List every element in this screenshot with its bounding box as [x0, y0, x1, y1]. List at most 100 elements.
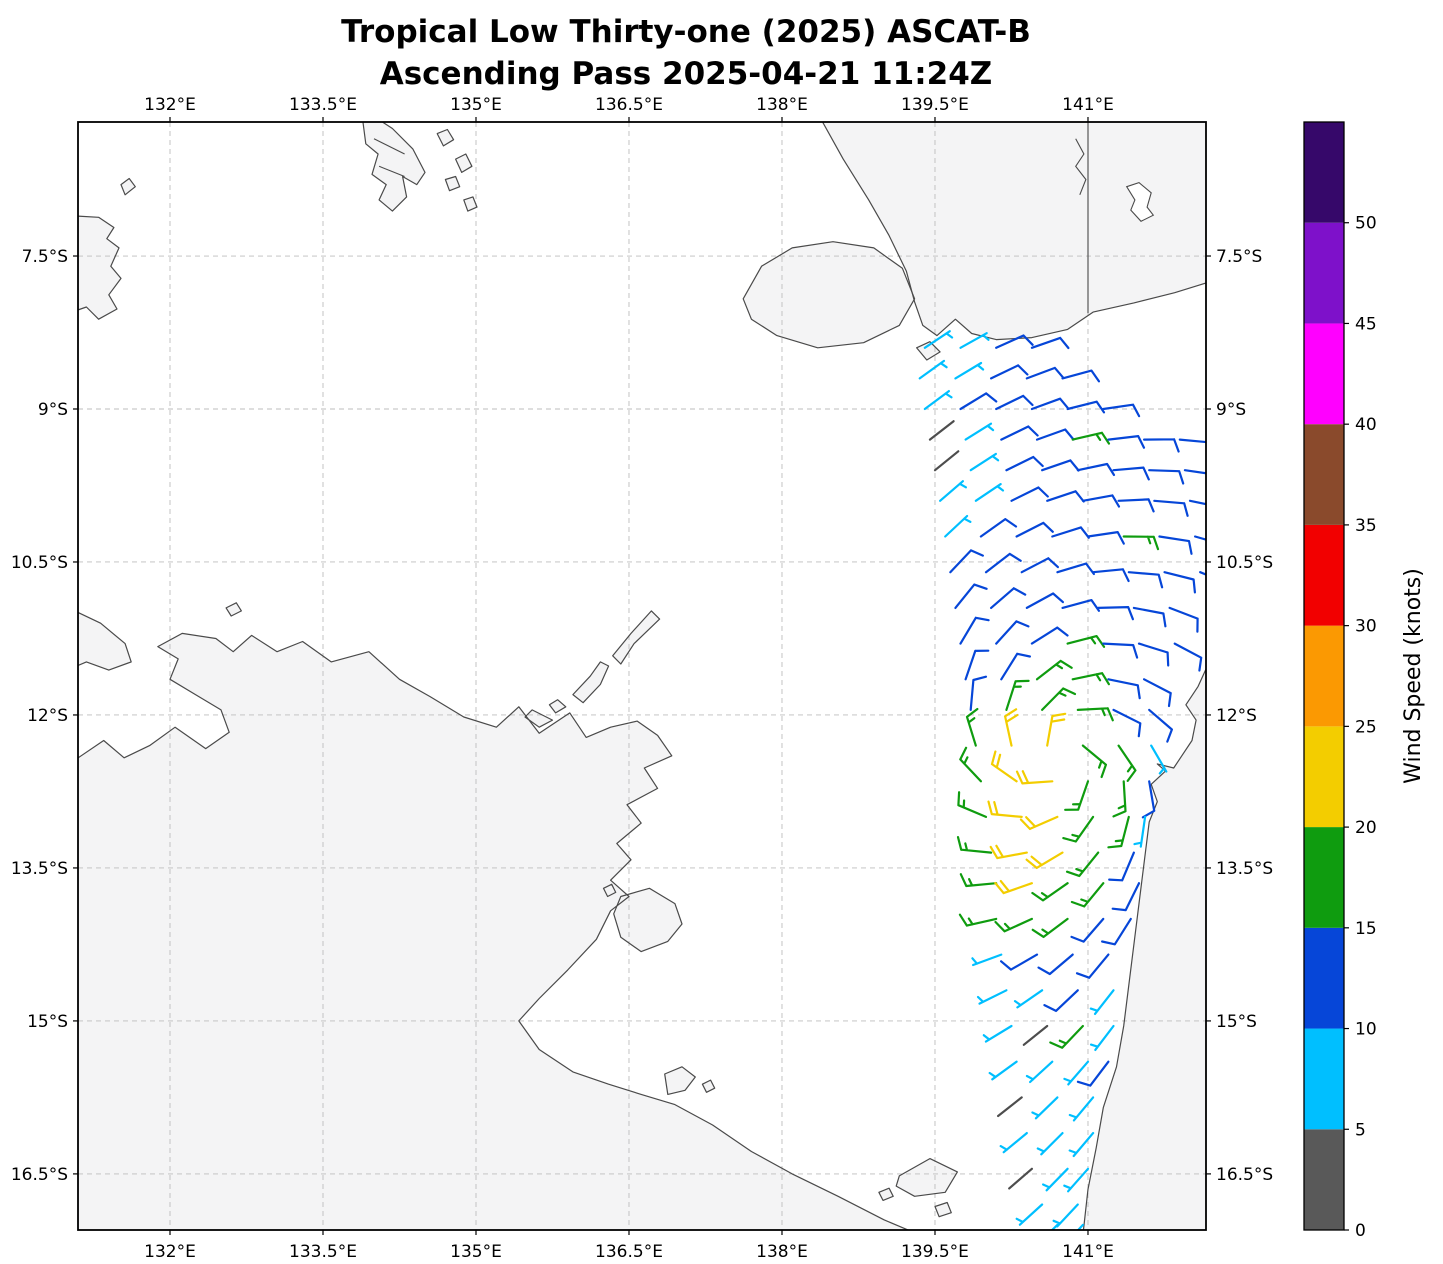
y-tick-label-left: 9°S [38, 400, 68, 420]
colorbar-segment [1304, 625, 1344, 727]
x-tick-label-top: 141°E [1062, 95, 1114, 115]
wind-barb-glyph [1188, 499, 1206, 506]
wind-barb-glyph [1000, 953, 1039, 971]
wind-barb-glyph [1117, 498, 1155, 513]
y-tick-label-right: 15°S [1216, 1012, 1257, 1032]
coast-australia_mainland [78, 632, 1206, 1230]
wind-barb-glyph [1013, 989, 1044, 1009]
wind-barb-glyph [1063, 1167, 1090, 1193]
wind-barb [969, 675, 988, 711]
wind-barb-glyph [1148, 708, 1173, 743]
axis-ticks: 132°E 132°E 133.5°E 133.5°E 135°E 135°E 136.5°… [11, 95, 1273, 1262]
wind-barb-glyph [1153, 499, 1189, 517]
wind-barb-glyph [944, 514, 972, 538]
wind-barb [979, 518, 1018, 538]
wind-barb [1005, 679, 1030, 711]
wind-barb-glyph [965, 707, 979, 747]
land-aru_islet_3 [445, 176, 460, 191]
coast-komolom_islet [916, 341, 941, 361]
wind-barb [1062, 815, 1095, 843]
wind-barb-glyph [1052, 1203, 1079, 1228]
wind-barb [959, 392, 998, 411]
wind-barb-glyph [987, 800, 1023, 818]
wind-barb-glyph [959, 332, 990, 349]
wind-barb [1107, 815, 1130, 849]
y-tick-label-left: 15°S [27, 1012, 68, 1032]
wind-barb [1030, 336, 1070, 350]
wind-barb [1030, 397, 1070, 411]
wind-barb [1000, 652, 1031, 681]
wind-barb-glyph [1022, 1024, 1049, 1046]
wind-barb [954, 361, 985, 380]
aru-channel-1 [373, 138, 405, 155]
wind-barb [918, 359, 948, 380]
coast-groote_eylandt [613, 887, 683, 953]
wind-barb [1117, 498, 1155, 513]
wind-barb [1076, 707, 1114, 722]
coast-elcho_island [524, 709, 554, 728]
coast-papua_png_mainland [821, 122, 1206, 341]
wind-barb [1112, 708, 1142, 738]
wind-barb-glyph [1030, 336, 1070, 350]
wind-barb-glyph [1075, 953, 1110, 979]
land-wessel_islet [549, 699, 566, 713]
coast-wessel_islet [548, 699, 567, 714]
colorbar-segment [1304, 1129, 1344, 1230]
wind-barb-glyph [959, 746, 982, 783]
wind-barb-glyph [1122, 535, 1160, 551]
wind-barb-glyph [1030, 626, 1069, 645]
wind-barb-glyph [1070, 917, 1105, 943]
wind-barb [954, 583, 988, 609]
wind-barb-glyph [1043, 989, 1079, 1012]
wind-barb [1081, 744, 1107, 779]
x-tick-label-bottom: 141°E [1062, 1242, 1114, 1262]
wind-barb [1132, 606, 1167, 628]
wind-barb-glyph [1025, 1060, 1054, 1084]
colorbar-tick-label: 45 [1355, 314, 1377, 334]
wind-barb [1076, 1223, 1084, 1230]
y-tick-label-left: 12°S [27, 706, 68, 726]
wind-barb-glyph [1076, 1060, 1110, 1087]
colorbar: 0 5 10 15 20 25 30 35 40 45 50 [1303, 121, 1377, 1241]
colorbar-tick-label: 25 [1355, 717, 1377, 737]
wind-barb [1065, 851, 1100, 877]
wind-barb-glyph [1070, 882, 1105, 908]
wind-barb [1183, 469, 1206, 475]
wind-barb [1076, 1060, 1110, 1087]
wind-barb [923, 390, 953, 411]
wind-barb [1092, 568, 1130, 583]
wind-barb [1102, 642, 1139, 659]
wind-barb-glyph [1042, 1167, 1069, 1192]
wind-barb [1107, 678, 1141, 700]
aru-channel-2 [378, 165, 405, 178]
y-tick-label-right: 13.5°S [1216, 859, 1273, 879]
map-title-line-1: Tropical Low Thirty-one (2025) ASCAT-B [341, 14, 1031, 50]
wind-barb [933, 450, 960, 472]
wind-barb-glyph [959, 873, 998, 888]
map-frame [77, 121, 1207, 1231]
colorbar-tick-label: 40 [1355, 415, 1377, 435]
colorbar-tick-label: 10 [1355, 1020, 1377, 1040]
wind-barb-glyph [1168, 606, 1199, 633]
wind-barb [1015, 770, 1054, 785]
land-cobourg_islet [226, 602, 242, 616]
coast-aru_islet_2 [455, 153, 473, 173]
wind-barb-glyph [1035, 659, 1073, 681]
wind-barb [965, 707, 979, 747]
wind-barb [1066, 400, 1106, 414]
wind-barb-glyph [939, 480, 967, 502]
wind-barb-glyph [1107, 435, 1146, 449]
wind-barb [969, 452, 1000, 472]
wind-barb [1004, 708, 1019, 747]
wind-barb [1194, 535, 1206, 541]
y-tick-label-left: 10.5°S [11, 553, 68, 573]
wind-barb [959, 616, 990, 645]
wind-barb [1025, 366, 1065, 380]
wind-barb [1097, 606, 1134, 621]
colorbar-segment [1304, 323, 1344, 425]
wind-barb-glyph [1020, 557, 1059, 574]
wind-barb-glyph [1112, 466, 1150, 481]
wind-barb-glyph [959, 616, 990, 645]
wind-barb-glyph [1089, 989, 1115, 1015]
wind-barb [1070, 882, 1105, 908]
